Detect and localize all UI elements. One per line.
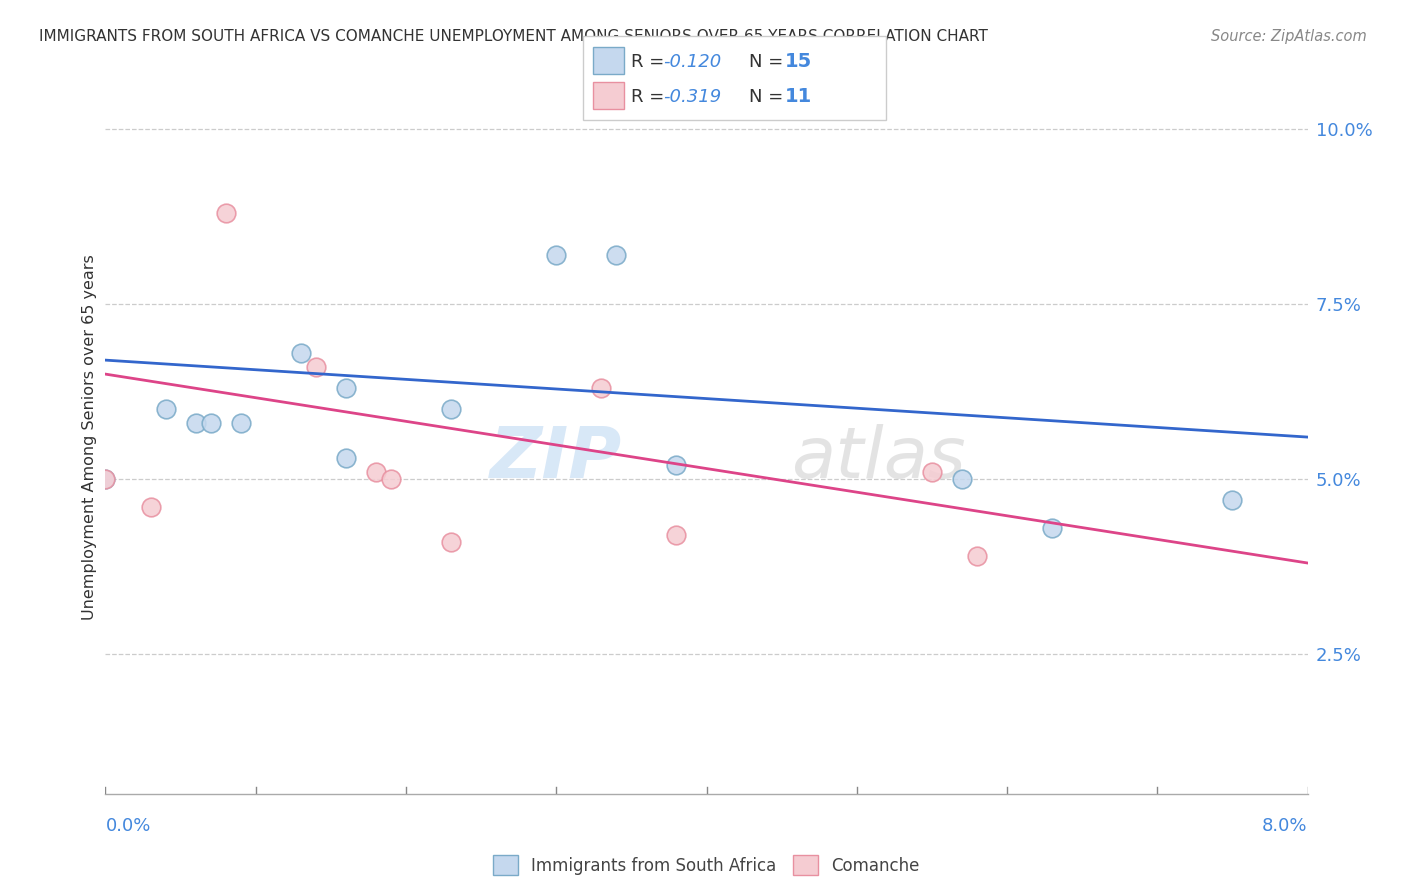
Point <box>94 472 117 486</box>
Point <box>200 416 222 430</box>
Text: -0.120: -0.120 <box>664 53 721 70</box>
Text: IMMIGRANTS FROM SOUTH AFRICA VS COMANCHE UNEMPLOYMENT AMONG SENIORS OVER 65 YEAR: IMMIGRANTS FROM SOUTH AFRICA VS COMANCHE… <box>39 29 988 44</box>
Point <box>305 360 328 375</box>
Point <box>335 451 357 466</box>
Point <box>950 472 973 486</box>
Y-axis label: Unemployment Among Seniors over 65 years: Unemployment Among Seniors over 65 years <box>82 254 97 620</box>
Text: 11: 11 <box>785 87 811 105</box>
Point <box>665 528 688 542</box>
Point <box>591 381 613 395</box>
Text: 0.0%: 0.0% <box>105 817 150 835</box>
Point <box>335 381 357 395</box>
Point <box>921 465 943 479</box>
Point <box>139 500 162 514</box>
Text: 15: 15 <box>785 52 811 70</box>
Point <box>605 248 627 262</box>
Text: ZIP: ZIP <box>491 424 623 493</box>
Point <box>229 416 252 430</box>
Text: R =: R = <box>631 53 671 70</box>
Text: N =: N = <box>749 53 789 70</box>
Text: 8.0%: 8.0% <box>1263 817 1308 835</box>
Point <box>94 472 117 486</box>
Text: atlas: atlas <box>790 424 966 493</box>
Point <box>214 206 236 220</box>
Point <box>665 458 688 472</box>
Legend: Immigrants from South Africa, Comanche: Immigrants from South Africa, Comanche <box>486 848 927 882</box>
Text: Source: ZipAtlas.com: Source: ZipAtlas.com <box>1211 29 1367 44</box>
Point <box>380 472 402 486</box>
Point <box>440 535 463 549</box>
Point <box>546 248 568 262</box>
Point <box>440 402 463 417</box>
Point <box>290 346 312 360</box>
Text: R =: R = <box>631 87 671 105</box>
Point <box>364 465 387 479</box>
Point <box>1222 493 1244 508</box>
Text: N =: N = <box>749 87 789 105</box>
Point <box>966 549 988 563</box>
Point <box>184 416 207 430</box>
Text: -0.319: -0.319 <box>664 87 721 105</box>
Point <box>155 402 177 417</box>
Point <box>1040 521 1063 535</box>
